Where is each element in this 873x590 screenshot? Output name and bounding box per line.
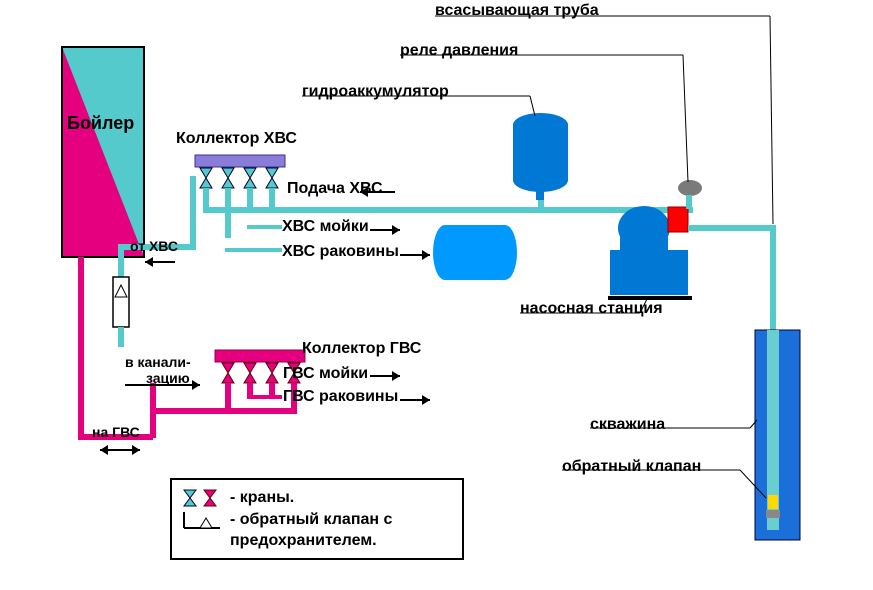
cold-basin-label: ХВС раковины — [282, 243, 399, 261]
check-valve-label: обратный клапан — [562, 458, 701, 476]
legend-valves-icon — [182, 488, 222, 508]
legend-valves-text: - краны. — [230, 489, 294, 507]
to-hot-label: на ГВС — [92, 424, 140, 440]
cold-main-pipe — [203, 207, 693, 213]
legend-check-icon — [182, 510, 222, 530]
pressure-relay-label: реле давления — [400, 42, 518, 60]
legend-check-text2: предохранителем. — [230, 532, 377, 550]
boiler-label: Бойлер — [67, 113, 134, 134]
hot-sink-label: ГВС мойки — [283, 365, 368, 383]
from-cold-label: от ХВС — [130, 238, 178, 254]
cold-collector-valves — [200, 168, 278, 188]
legend-box: - краны. - обратный клапан с предохранит… — [170, 478, 464, 560]
boiler — [62, 47, 144, 257]
well-label: скважина — [590, 416, 665, 434]
hot-collector-bar — [215, 350, 305, 362]
suction-pipe-h — [688, 225, 773, 231]
hot-pipe-boiler-down — [78, 257, 84, 437]
well — [755, 330, 800, 540]
pump-red-box — [668, 207, 688, 232]
feed-cold-label: Подача ХВС — [287, 180, 383, 198]
legend-check-text: - обратный клапан с — [230, 511, 392, 529]
hydro-acc-label: гидроаккумулятор — [302, 83, 449, 101]
hydro-accumulator — [513, 113, 568, 200]
well-check-valve — [768, 495, 778, 509]
cold-sink-label: ХВС мойки — [282, 218, 369, 236]
pressure-switch — [678, 180, 702, 196]
expansion-tank — [433, 225, 517, 280]
to-sewer-label1: в канали- — [125, 354, 191, 370]
hot-basin-label: ГВС раковины — [283, 388, 398, 406]
pump-station — [608, 206, 692, 300]
cold-collector-bar — [195, 155, 285, 167]
to-sewer-label2: зацию — [146, 370, 190, 386]
suction-pipe-label: всасывающая труба — [435, 2, 599, 20]
pump-station-label: насосная станция — [520, 300, 663, 318]
collector-hot-label: Коллектор ГВС — [302, 340, 421, 358]
collector-cold-label: Коллектор ХВС — [176, 130, 297, 148]
cold-inlet-stub — [118, 257, 124, 277]
